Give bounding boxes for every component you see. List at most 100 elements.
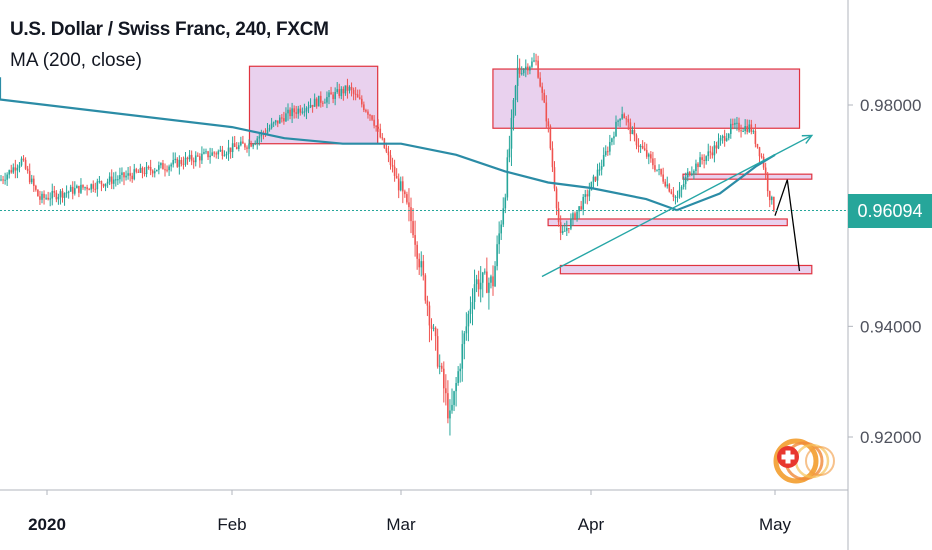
candle-body-308 [631,129,634,135]
candle-body-15 [30,178,33,183]
candle-body-94 [192,160,195,163]
candle-body-264 [541,86,543,93]
candle-body-348 [713,145,716,156]
candle-body-267 [547,121,550,127]
candle-body-271 [555,188,558,209]
candle-body-211 [432,327,435,329]
candle-body-330 [676,196,679,198]
candle-body-342 [701,157,703,160]
candle-body-95 [194,155,197,163]
candle-body-324 [664,181,666,187]
candle-body-352 [721,136,724,138]
candle-body-26 [53,191,56,193]
candle-body-124 [254,143,256,145]
candle-body-72 [147,166,150,168]
candle-body-266 [545,102,548,122]
candle-body-329 [674,196,677,198]
candle-body-29 [59,191,62,197]
candle-body-122 [250,143,252,147]
candle-body-27 [55,192,58,200]
candle-body-234 [479,282,482,290]
candle-body-186 [381,137,384,139]
candle-body-332 [680,186,683,190]
candle-body-201 [412,221,414,236]
candle-body-97 [199,156,201,161]
candle-body-152 [311,104,314,107]
candle-body-127 [260,132,263,137]
candle-body-19 [39,196,41,200]
zone-2 [547,218,788,227]
candle-body-259 [531,61,533,67]
candle-body-14 [28,170,31,183]
lines-layer [0,77,848,278]
candle-body-139 [285,113,287,122]
candle-body-90 [184,157,187,165]
candle-body-12 [24,159,27,169]
candle-body-346 [709,151,712,153]
candle-body-9 [18,165,21,168]
swiss-flag-logo-icon [773,438,835,484]
candle-body-59 [121,172,123,176]
candle-body-236 [484,271,486,273]
candle-body-322 [660,169,662,175]
candle-body-37 [76,185,78,189]
candle-body-374 [766,174,769,192]
candle-body-257 [527,66,529,71]
trendline-arrow [801,134,814,144]
candle-body-50 [102,184,105,187]
candle-body-227 [465,326,468,334]
y-tick-label-0: 0.92000 [860,428,921,447]
candle-body-326 [668,184,671,192]
candle-body-136 [279,117,281,124]
candle-body-345 [707,151,710,157]
candle-body-185 [379,128,382,138]
candle-body-364 [746,126,748,132]
candle-body-377 [773,196,775,211]
candle-body-296 [607,151,609,153]
candle-body-304 [623,114,625,119]
candle-body-223 [457,371,459,384]
candle-body-13 [26,168,29,171]
candle-body-117 [240,141,242,146]
candle-body-51 [104,183,107,187]
candle-body-218 [447,393,449,419]
candle-body-156 [320,95,322,103]
candle-body-76 [156,169,158,172]
candle-body-174 [356,94,359,98]
x-tick-label-2: Mar [386,515,416,534]
candle-body-65 [133,169,136,180]
indicator-label: MA (200, close) [10,50,142,71]
candle-body-130 [266,129,269,134]
candle-body-145 [297,108,300,114]
candle-body-272 [557,208,560,223]
candle-body-289 [592,176,595,182]
candle-body-251 [514,85,517,101]
candle-body-3 [6,174,8,180]
candle-body-121 [248,143,250,149]
candle-body-89 [182,163,185,165]
zone-1 [492,68,801,129]
candle-body-18 [37,189,39,197]
candle-body-375 [768,191,771,201]
candle-body-85 [174,158,177,160]
candle-body-220 [451,404,453,411]
candle-body-111 [227,147,230,154]
candle-body-341 [699,157,701,168]
candle-body-177 [363,104,365,111]
y-tick-label-1: 0.94000 [860,317,921,336]
candle-body-238 [488,282,490,293]
candle-body-196 [402,181,404,192]
candle-body-347 [711,152,714,156]
candle-body-339 [695,163,697,171]
candle-body-78 [160,163,162,166]
candle-body-6 [12,167,15,173]
candle-body-4 [8,170,10,175]
candle-body-55 [112,179,115,184]
candle-body-235 [481,272,484,283]
candle-body-362 [742,131,744,133]
candle-body-54 [110,176,113,184]
candle-body-40 [82,184,84,188]
candle-body-260 [533,60,535,62]
candle-body-8 [16,167,19,171]
